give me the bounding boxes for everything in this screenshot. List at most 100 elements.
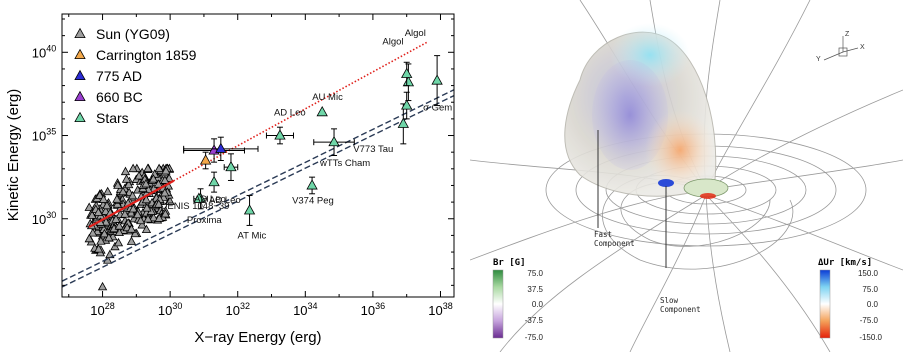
dur-tick: 75.0 <box>862 285 878 294</box>
star-marker <box>328 135 340 147</box>
sun-flare-marker <box>126 236 137 245</box>
star-label: AD Leo <box>209 195 241 206</box>
slow-component-patch <box>658 179 674 187</box>
sun-flare-marker <box>98 194 109 203</box>
star-label: DENIS 1048−39 <box>161 201 230 212</box>
sun-flare-marker <box>93 207 104 216</box>
y-tick-label: 1035 <box>32 127 56 144</box>
sun-flare-marker <box>103 186 113 196</box>
sun-flare-marker <box>123 179 134 189</box>
sun-flare-marker <box>95 190 105 199</box>
br-colorbar-gradient <box>492 269 504 339</box>
x-axis-label: X−ray Energy (erg) <box>194 329 321 346</box>
legend-label: Stars <box>96 110 129 126</box>
star-label: Algol <box>405 28 426 39</box>
sun-flare-marker <box>154 199 164 208</box>
sun-flare-marker <box>143 214 153 223</box>
dur-tick: 150.0 <box>858 269 879 278</box>
legend-label: Carrington 1859 <box>96 47 197 63</box>
x-tick-label: 1038 <box>428 301 452 318</box>
y-tick-label: 1040 <box>32 43 56 60</box>
sun-flare-marker <box>87 210 97 219</box>
dur-tick: -75.0 <box>860 316 879 325</box>
sun-flare-marker <box>148 212 159 222</box>
axis-y-label: Y <box>816 56 821 63</box>
sun-flare-marker <box>112 194 122 203</box>
star-marker <box>316 105 328 117</box>
legend-label: 660 BC <box>96 89 143 105</box>
sun-flare-marker <box>154 163 164 173</box>
x-tick-label: 1034 <box>293 301 317 318</box>
legend-marker <box>74 48 86 59</box>
sun-flare-marker <box>84 233 94 243</box>
br-tick: -75.0 <box>525 333 544 342</box>
star-marker <box>243 204 256 215</box>
axis-z-label: Z <box>845 31 850 38</box>
sun-flare-marker <box>114 221 124 230</box>
field-visualization-panel: Fast Component Slow Component Z Y X Br [… <box>469 0 903 353</box>
sun-flare-marker <box>96 236 106 245</box>
legend-label: Sun (YG09) <box>96 26 170 42</box>
stellar-fit-line <box>62 94 454 288</box>
axis-triad: Z Y X <box>816 31 865 63</box>
sun-flare-marker <box>141 179 151 188</box>
sun-flare-marker <box>134 170 144 180</box>
sun-flare-marker <box>97 281 108 291</box>
dur-colorbar: ΔUr [km/s] 150.0 75.0 0.0 -75.0 -150.0 <box>818 258 883 342</box>
star-marker <box>397 117 409 128</box>
legend-marker <box>74 111 86 122</box>
star-marker <box>401 99 413 110</box>
star-marker <box>193 192 205 203</box>
sun-flare-marker <box>148 174 159 183</box>
flux-rope-core <box>645 110 715 190</box>
slow-component-label: Slow Component <box>660 296 701 314</box>
sun-flare-marker <box>128 203 138 213</box>
br-tick: 75.0 <box>527 269 543 278</box>
stellar-fit-line <box>62 89 454 282</box>
legend-marker <box>74 90 86 101</box>
x-tick-label: 1028 <box>90 301 114 318</box>
sun-flare-marker <box>105 249 115 259</box>
sun-flare-marker <box>113 180 123 189</box>
sun-flare-marker <box>154 213 164 222</box>
star-label: V773 Tau <box>353 144 393 155</box>
br-tick: -37.5 <box>525 316 544 325</box>
star-marker <box>306 179 318 190</box>
sun-flare-marker <box>113 237 124 247</box>
sun-flare-marker <box>141 224 152 233</box>
sun-flare-marker <box>161 165 171 175</box>
br-tick: 0.0 <box>532 300 544 309</box>
negative-flow-patch <box>700 193 716 199</box>
star-label: Proxima <box>187 215 223 226</box>
sun-flare-marker <box>120 166 131 176</box>
sun-flare-marker <box>137 220 147 229</box>
sun-flare-marker <box>142 203 152 212</box>
x-tick-label: 1030 <box>158 301 182 318</box>
legend-marker <box>74 69 86 80</box>
sun-flare-marker <box>111 214 121 223</box>
sun-flare-marker <box>160 175 170 184</box>
star-label: σ Gem <box>423 103 452 114</box>
sun-flare-marker <box>104 232 114 242</box>
sun-flare-marker <box>121 174 132 183</box>
star-marker <box>274 129 286 140</box>
legend-label: 775 AD <box>96 68 142 84</box>
sun-flare-marker <box>102 200 112 210</box>
sun-flare-marker <box>127 190 138 200</box>
plot-frame <box>61 13 455 298</box>
sun-flare-marker <box>99 228 110 238</box>
sun-flare-marker <box>160 208 171 218</box>
sun-flare-marker <box>126 224 137 233</box>
sun-flare-marker <box>132 209 143 219</box>
br-colorbar: Br [G] 75.0 37.5 0.0 -37.5 -75.0 <box>492 258 544 342</box>
sun-flare-marker <box>141 194 151 204</box>
star-label: AD Leo <box>194 194 226 205</box>
kinetic-vs-xray-chart-panel: DENIS 1048−39 Proxima AD Leo AD Leo AT Mic AD… <box>5 13 455 346</box>
axis-x-label: X <box>860 44 865 51</box>
sun-flare-marker <box>128 163 138 173</box>
dur-colorbar-gradient <box>819 269 831 339</box>
solar-fit-extrapolation <box>173 41 428 182</box>
sun-flare-marker <box>93 244 104 253</box>
y-axis-label: Kinetic Energy (erg) <box>5 89 22 222</box>
